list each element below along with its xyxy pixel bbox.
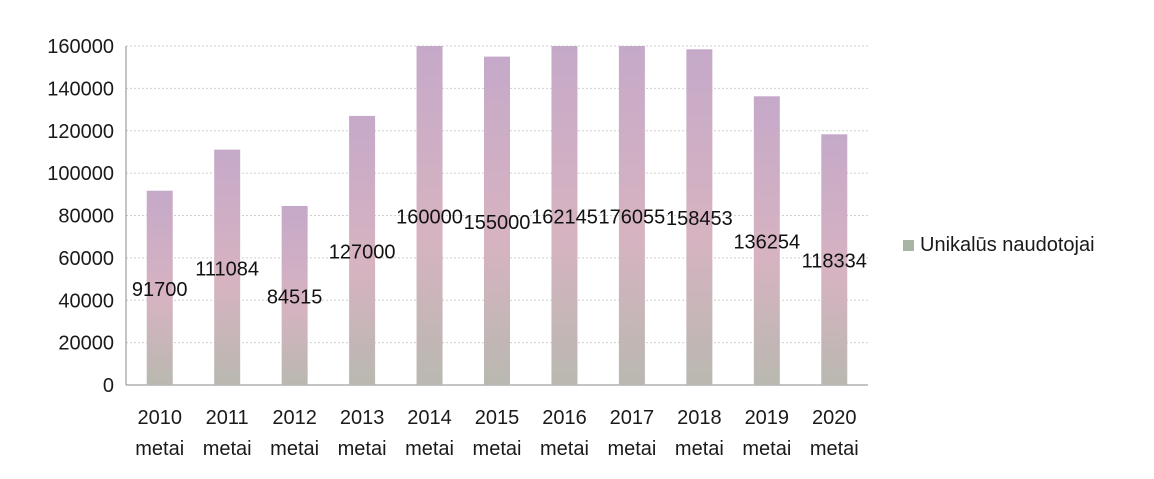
bar bbox=[551, 46, 578, 385]
data-label: 176055 bbox=[599, 207, 666, 229]
x-tick-label: metai bbox=[675, 438, 724, 460]
x-tick-label: metai bbox=[473, 438, 522, 460]
data-label: 84515 bbox=[267, 286, 323, 308]
data-label: 111084 bbox=[195, 258, 259, 280]
data-label: 155000 bbox=[464, 212, 531, 234]
legend: Unikalūs naudotojai bbox=[903, 234, 1095, 257]
bar bbox=[349, 115, 376, 385]
y-tick-label: 100000 bbox=[47, 163, 114, 185]
bar bbox=[686, 49, 713, 385]
x-tick-label: metai bbox=[540, 438, 589, 460]
x-tick-label: 2020 bbox=[812, 407, 857, 429]
x-tick-label: metai bbox=[270, 438, 319, 460]
x-tick-label: metai bbox=[135, 438, 184, 460]
data-label: 160000 bbox=[396, 207, 463, 229]
bar bbox=[484, 56, 510, 385]
x-tick-label: 2016 bbox=[542, 407, 587, 429]
bar bbox=[753, 96, 780, 386]
bar bbox=[214, 149, 241, 385]
y-tick-label: 80000 bbox=[58, 206, 114, 228]
data-label: 118334 bbox=[802, 251, 867, 273]
x-tick-label: 2017 bbox=[610, 407, 655, 429]
x-tick-label: metai bbox=[742, 438, 791, 460]
y-tick-label: 120000 bbox=[47, 121, 114, 143]
x-tick-label: 2012 bbox=[272, 407, 317, 429]
y-tick-label: 60000 bbox=[58, 248, 114, 270]
y-tick-label: 20000 bbox=[58, 333, 114, 355]
y-tick-label: 40000 bbox=[58, 290, 114, 312]
data-label: 91700 bbox=[132, 279, 188, 301]
x-tick-label: 2011 bbox=[206, 407, 249, 429]
x-tick-label: 2014 bbox=[407, 407, 452, 429]
x-tick-label: metai bbox=[338, 438, 387, 460]
bar bbox=[618, 46, 645, 385]
data-label: 162145 bbox=[531, 207, 598, 229]
bar bbox=[416, 46, 443, 385]
y-tick-label: 140000 bbox=[47, 78, 114, 100]
legend-label: Unikalūs naudotojai bbox=[920, 234, 1095, 256]
x-tick-label: metai bbox=[405, 438, 454, 460]
x-tick-label: 2013 bbox=[340, 407, 385, 429]
x-tick-label: metai bbox=[810, 438, 859, 460]
y-tick-label: 160000 bbox=[47, 36, 114, 58]
data-label: 127000 bbox=[329, 241, 396, 263]
x-tick-label: 2018 bbox=[677, 407, 722, 429]
bar bbox=[146, 190, 173, 385]
x-tick-label: 2010 bbox=[137, 407, 182, 429]
x-tick-label: metai bbox=[203, 438, 252, 460]
x-tick-label: 2015 bbox=[475, 407, 520, 429]
bar bbox=[821, 134, 848, 385]
legend-swatch bbox=[903, 240, 914, 251]
data-label: 158453 bbox=[666, 208, 733, 230]
y-tick-label: 0 bbox=[103, 375, 114, 397]
x-tick-label: 2019 bbox=[745, 407, 790, 429]
x-tick-label: metai bbox=[607, 438, 656, 460]
data-label: 136254 bbox=[733, 232, 800, 254]
bar bbox=[281, 205, 308, 385]
